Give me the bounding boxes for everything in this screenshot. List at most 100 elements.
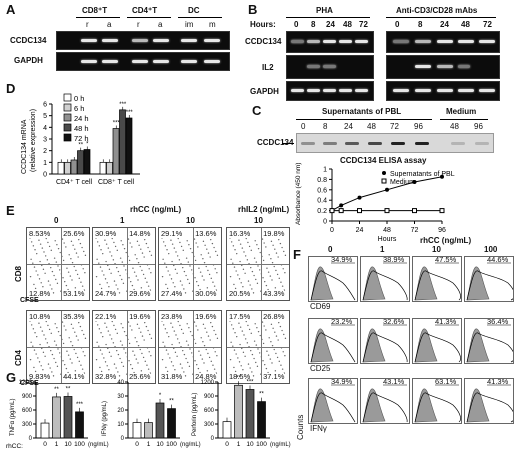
facs-dot-plot: 22.1% 19.6% 32.8% 25.6% <box>92 310 156 384</box>
bar <box>99 161 107 175</box>
lane-label: 48 <box>450 122 459 131</box>
legend-marker <box>382 171 386 175</box>
histogram-plot: 44.6% <box>464 256 514 302</box>
quadrant-percent: 14.8% <box>129 229 151 238</box>
facs-dot-plot: 16.3% 19.8% 20.5% 43.3% <box>226 227 290 301</box>
y-tick-label: 300 <box>22 422 33 428</box>
lane-label: m <box>209 20 216 29</box>
legend-swatch <box>63 93 72 102</box>
lane-label: 96 <box>414 122 423 131</box>
divider <box>286 17 370 18</box>
y-tick-label: 0 <box>29 436 33 442</box>
positive-percent: 41.3% <box>435 317 457 326</box>
quadrant-percent: 29.1% <box>161 229 183 238</box>
quadrant-percent: 35.3% <box>63 312 85 321</box>
y-tick-label: 4 <box>43 125 47 132</box>
y-tick-label: 0 <box>43 172 47 179</box>
column-label: 0 <box>54 216 59 225</box>
group-label: CD8⁺T <box>82 6 108 15</box>
hour-label: 24 <box>326 20 335 29</box>
significance-mark: *** <box>76 402 84 408</box>
x-unit-label: (ng/mL) <box>180 442 201 448</box>
x-category-label: 100 <box>166 441 177 448</box>
quadrant-percent: 9.83% <box>29 372 51 381</box>
x-category-label: 0 <box>225 441 229 448</box>
column-label: 10 <box>186 216 195 225</box>
data-point <box>412 180 417 184</box>
quadrant-percent: 27.4% <box>161 289 183 298</box>
bar <box>245 389 255 439</box>
y-axis-label: Absorbance (450 nm) <box>295 163 302 225</box>
legend-label: 0 h <box>74 94 84 103</box>
lane-label: 96 <box>474 122 483 131</box>
lane-label: 8 <box>323 122 328 131</box>
quadrant-line <box>93 347 155 348</box>
y-axis-label: Perforin (pg/mL) <box>192 393 198 436</box>
bar <box>144 422 153 439</box>
facs-dot-plot: 30.9% 14.8% 24.7% 29.6% <box>92 227 156 301</box>
panel-label-e: E <box>6 203 15 218</box>
x-category-label: CD4⁺ T cell <box>56 179 93 186</box>
x-category-label: 1 <box>147 441 151 448</box>
y-tick-label: 0.4 <box>317 198 327 205</box>
bar <box>52 396 61 439</box>
positive-percent: 34.9% <box>331 377 353 386</box>
bar <box>112 128 120 175</box>
gel-image <box>386 31 500 53</box>
row-label: GAPDH <box>14 56 43 65</box>
divider <box>178 17 222 18</box>
marker-label: IFNγ <box>310 424 327 433</box>
bar <box>222 421 232 439</box>
significance-mark: ** <box>54 387 59 393</box>
quadrant-line <box>261 311 263 383</box>
series-line-0 <box>331 176 443 212</box>
legend-label: 72 h <box>74 134 89 143</box>
gel-image <box>386 81 500 101</box>
quadrant-line <box>227 347 289 348</box>
row-label: GAPDH <box>250 87 279 96</box>
bar <box>119 109 126 175</box>
divider <box>386 17 496 18</box>
bar <box>63 396 73 439</box>
significance-mark: ** <box>78 143 83 149</box>
y-tick-label: 600 <box>204 408 215 414</box>
mrna-bar-chart: 0 1 2 3 4 5 6 CCDC134 mRNA (relative expression)… <box>21 93 140 186</box>
row-label: CCDC134 <box>245 37 282 46</box>
y-tick-label: 20 <box>117 408 124 414</box>
legend-label: Supernatants of PBL <box>390 171 455 178</box>
histogram-plot: 34.9% <box>308 256 358 302</box>
quadrant-line <box>227 264 289 265</box>
hour-label: 48 <box>343 20 352 29</box>
bar <box>70 159 78 175</box>
gel-image <box>386 55 500 79</box>
axis-label: CD8 <box>14 265 23 282</box>
facs-dot-plot: 23.8% 19.6% 31.8% 24.8% <box>158 310 222 384</box>
elisa-title: CCDC134 ELISA assay <box>340 156 427 165</box>
legend-label: Medium <box>390 179 415 186</box>
y-tick-label: 0 <box>323 219 327 226</box>
row-label: CCDC134 <box>10 36 47 45</box>
column-label: 10 <box>432 245 441 254</box>
hour-label: 24 <box>440 20 449 29</box>
column-label: 0 <box>328 245 333 254</box>
quadrant-percent: 37.1% <box>263 372 285 381</box>
divider <box>76 17 120 18</box>
y-tick-label: 0.8 <box>317 177 327 184</box>
facs-dot-plot: 29.1% 13.6% 27.4% 30.0% <box>158 227 222 301</box>
x-category-label: 100 <box>256 441 267 448</box>
bar <box>77 150 84 175</box>
x-category-label: 1 <box>237 441 241 448</box>
panel-label-f: F <box>293 247 301 262</box>
x-category-label: 10 <box>246 441 254 448</box>
group-label: DC <box>188 6 200 15</box>
facs-dot-plot: 17.5% 26.8% 18.5% 37.1% <box>226 310 290 384</box>
quadrant-line <box>61 228 63 300</box>
histogram-plot: 43.1% <box>360 378 410 424</box>
bar <box>125 117 133 175</box>
data-point <box>439 208 445 214</box>
bar <box>75 411 84 439</box>
quadrant-line <box>61 311 63 383</box>
legend-label: 6 h <box>74 104 84 113</box>
positive-percent: 38.9% <box>383 255 405 264</box>
arrow-icon <box>282 143 294 144</box>
